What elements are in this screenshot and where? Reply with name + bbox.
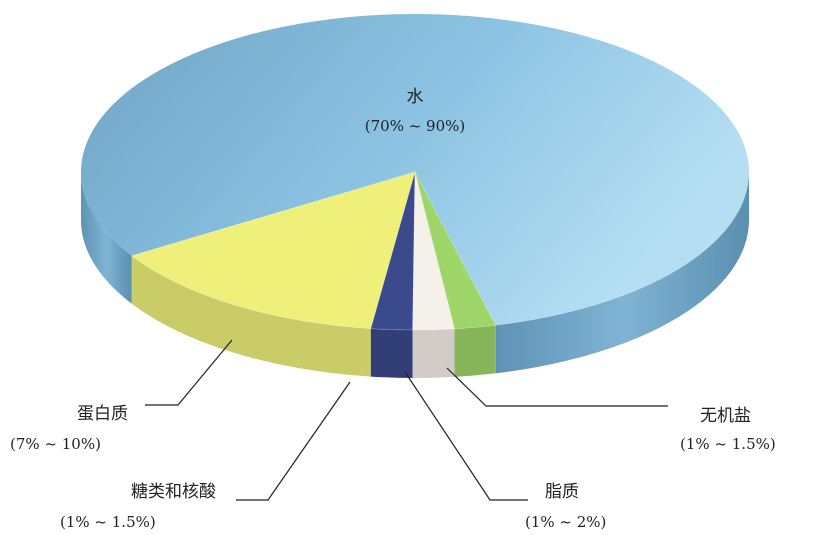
- label-range: (7% ~ 10%): [10, 435, 101, 453]
- side-wall-sugar-nucleic-acid: [370, 328, 413, 378]
- label-range: (70% ~ 90%): [365, 117, 466, 135]
- label-name: 糖类和核酸: [131, 482, 216, 502]
- label-name: 水: [407, 87, 424, 107]
- slice-label-protein: 蛋白质 (7% ~ 10%): [10, 339, 233, 453]
- slice-lipid: [412, 171, 455, 331]
- slice-inorganic-salt: [414, 171, 497, 330]
- leader-line: [236, 381, 351, 501]
- slice-label-water: 水 (70% ~ 90%): [365, 87, 466, 135]
- label-range: (1% ~ 1.5%): [680, 435, 776, 453]
- pie-top-faces: [81, 14, 750, 331]
- side-wall-protein: [131, 255, 371, 377]
- slice-water: [81, 14, 750, 326]
- side-wall-water: [495, 172, 749, 374]
- slice-protein: [131, 171, 416, 329]
- label-name: 无机盐: [700, 406, 751, 426]
- leader-line: [145, 339, 233, 406]
- slice-label-lipid: 脂质 (1% ~ 2%): [404, 371, 606, 531]
- slice-sugar-nucleic-acid: [370, 171, 416, 331]
- pie-side-walls: [81, 172, 749, 378]
- side-wall-water: [81, 172, 132, 304]
- label-range: (1% ~ 2%): [525, 513, 606, 531]
- leader-line: [446, 367, 668, 407]
- slice-label-inorganic-salt: 无机盐 (1% ~ 1.5%): [446, 367, 776, 453]
- leader-line: [404, 371, 528, 501]
- side-wall-inorganic-salt: [454, 325, 496, 377]
- label-range: (1% ~ 1.5%): [60, 513, 156, 531]
- side-wall-lipid: [412, 328, 455, 378]
- label-name: 脂质: [545, 482, 579, 502]
- label-name: 蛋白质: [77, 404, 128, 424]
- slice-label-sugar-nucleic-acid: 糖类和核酸 (1% ~ 1.5%): [60, 381, 351, 531]
